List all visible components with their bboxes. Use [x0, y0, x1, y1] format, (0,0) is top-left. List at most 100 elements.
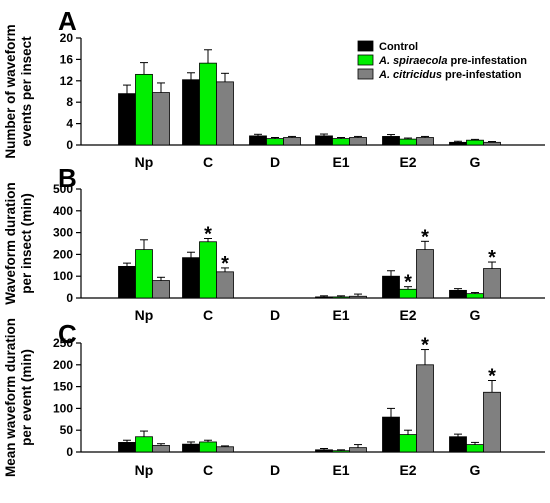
bar — [118, 265, 136, 299]
bar — [483, 391, 501, 453]
x-category-label: E2 — [399, 307, 416, 323]
bar — [332, 450, 350, 453]
bar — [135, 249, 153, 299]
bar — [249, 135, 267, 146]
bar — [135, 73, 153, 146]
bar — [118, 93, 136, 146]
bar — [152, 445, 170, 453]
y-tick-label: 0 — [66, 445, 73, 459]
y-tick-label: 150 — [53, 380, 73, 394]
x-category-label: C — [203, 462, 213, 478]
significance-marker: * — [404, 272, 412, 294]
x-category-label: C — [203, 154, 213, 170]
bar — [216, 81, 234, 146]
y-tick-label: 100 — [53, 401, 73, 415]
bar — [349, 295, 367, 299]
x-category-label: G — [470, 307, 481, 323]
panel-letter: B — [58, 163, 77, 193]
y-tick-label: 300 — [53, 226, 73, 240]
bar — [416, 137, 434, 146]
y-axis-label: Mean waveform duration — [3, 318, 18, 477]
bar — [182, 257, 200, 299]
bar — [449, 289, 467, 299]
y-tick-label: 20 — [60, 31, 74, 45]
bar — [466, 444, 484, 453]
bar — [216, 446, 234, 453]
y-tick-label: 0 — [66, 138, 73, 152]
bar — [349, 447, 367, 453]
significance-marker: * — [488, 247, 496, 269]
bar — [466, 139, 484, 146]
bar — [182, 443, 200, 453]
y-tick-label: 200 — [53, 358, 73, 372]
y-axis-label: per event (min) — [19, 349, 34, 446]
bar — [483, 268, 501, 299]
y-tick-label: 100 — [53, 269, 73, 283]
x-category-label: E1 — [332, 154, 349, 170]
bar — [315, 296, 333, 299]
bar — [182, 79, 200, 146]
x-category-label: C — [203, 307, 213, 323]
y-tick-label: 50 — [60, 423, 74, 437]
significance-marker: * — [421, 226, 429, 248]
x-category-label: Np — [135, 307, 154, 323]
significance-marker: * — [488, 365, 496, 387]
bar — [216, 271, 234, 299]
bar — [199, 441, 217, 453]
legend-label: Control — [379, 41, 418, 53]
x-category-label: E2 — [399, 462, 416, 478]
legend-label: A. spiraecola pre-infestation — [378, 55, 527, 67]
bar — [283, 137, 301, 146]
y-tick-label: 12 — [60, 74, 74, 88]
legend-swatch — [357, 68, 374, 80]
bar — [266, 138, 284, 146]
x-category-label: E2 — [399, 154, 416, 170]
y-axis-label: events per insect — [19, 36, 34, 147]
y-tick-label: 16 — [60, 52, 74, 66]
y-tick-label: 400 — [53, 204, 73, 218]
bar — [449, 141, 467, 146]
y-tick-label: 200 — [53, 247, 73, 261]
significance-marker: * — [421, 335, 429, 357]
x-category-label: D — [270, 154, 280, 170]
bar — [399, 434, 417, 453]
bar — [399, 138, 417, 146]
bar — [118, 442, 136, 453]
x-category-label: D — [270, 307, 280, 323]
bar — [315, 135, 333, 146]
chart-panel-b: B Waveform duration per insect (min) 0 100 20… — [3, 163, 545, 323]
legend-swatch — [357, 54, 374, 66]
y-tick-label: 4 — [66, 117, 73, 131]
bar — [382, 275, 400, 299]
bar — [332, 296, 350, 299]
legend-swatch — [357, 40, 374, 52]
bar — [315, 449, 333, 453]
y-axis-label: Number of waveform — [3, 24, 18, 158]
bar — [382, 416, 400, 453]
bar — [135, 436, 153, 453]
bar — [152, 280, 170, 299]
y-tick-label: 8 — [66, 95, 73, 109]
y-tick-label: 500 — [53, 182, 73, 196]
panel-letter: A — [58, 6, 77, 36]
bar — [466, 293, 484, 299]
bar — [332, 138, 350, 146]
x-category-label: E1 — [332, 307, 349, 323]
legend-label: A. citricidus pre-infestation — [378, 69, 522, 81]
x-category-label: Np — [135, 462, 154, 478]
bar — [416, 249, 434, 299]
bar — [199, 62, 217, 146]
bar — [483, 141, 501, 146]
bar — [416, 364, 434, 453]
x-category-label: G — [470, 462, 481, 478]
bar — [199, 241, 217, 299]
legend: Control A. spiraecola pre-infestation A. c… — [357, 40, 527, 81]
y-axis-label: Waveform duration — [3, 182, 18, 305]
x-category-label: E1 — [332, 462, 349, 478]
x-category-label: D — [270, 462, 280, 478]
y-axis-label: per insect (min) — [19, 193, 34, 294]
panel-letter: C — [58, 319, 77, 349]
bar — [449, 436, 467, 453]
bar — [349, 137, 367, 146]
